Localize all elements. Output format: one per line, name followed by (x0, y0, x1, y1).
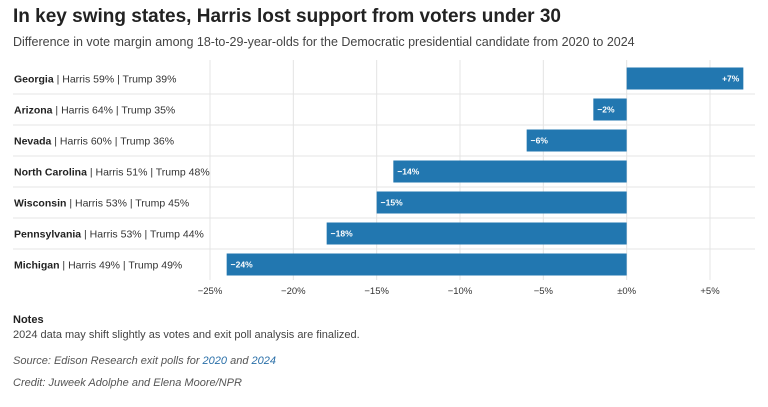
credit-line: Credit: Juweek Adolphe and Elena Moore/N… (13, 377, 242, 389)
x-tick-label: −10% (448, 286, 473, 297)
category-label: Arizona | Harris 64% | Trump 35% (14, 105, 175, 117)
bar-value-label: −18% (331, 229, 353, 239)
category-vote-share: | Harris 51% | Trump 48% (87, 167, 210, 179)
bar-chart: −25% −20% −15% −10% −5% ±0% +5% +7% Georgia | Ha… (13, 60, 755, 297)
bar (526, 129, 627, 152)
category-label: Michigan | Harris 49% | Trump 49% (14, 260, 182, 272)
x-tick-label: −25% (198, 286, 223, 297)
category-vote-share: | Harris 53% | Trump 45% (66, 198, 189, 210)
category-label: North Carolina | Harris 51% | Trump 48% (14, 167, 210, 179)
chart-title: In key swing states, Harris lost support… (13, 6, 561, 27)
category-state-name: Michigan (14, 260, 60, 272)
source-middle: and (227, 355, 252, 367)
category-vote-share: | Harris 64% | Trump 35% (53, 105, 176, 117)
bar (326, 222, 627, 245)
category-state-name: Georgia (14, 74, 54, 86)
category-vote-share: | Harris 53% | Trump 44% (81, 229, 204, 241)
bar-value-label: −15% (381, 198, 403, 208)
source-prefix: Source: Edison Research exit polls for (13, 355, 203, 367)
category-state-name: Nevada (14, 136, 52, 148)
bar (626, 67, 744, 90)
source-link-2024[interactable]: 2024 (251, 355, 276, 367)
notes-text: 2024 data may shift slightly as votes an… (13, 329, 360, 341)
category-state-name: North Carolina (14, 167, 87, 179)
bar (376, 191, 627, 214)
bar (593, 98, 627, 121)
category-label: Pennsylvania | Harris 53% | Trump 44% (14, 229, 204, 241)
category-vote-share: | Harris 49% | Trump 49% (60, 260, 183, 272)
category-vote-share: | Harris 60% | Trump 36% (51, 136, 174, 148)
category-label: Nevada | Harris 60% | Trump 36% (14, 136, 174, 148)
category-label: Georgia | Harris 59% | Trump 39% (14, 74, 176, 86)
category-state-name: Pennsylvania (14, 229, 81, 241)
bar (226, 253, 627, 276)
x-tick-label: −15% (364, 286, 389, 297)
x-tick-label: −5% (534, 286, 554, 297)
source-line: Source: Edison Research exit polls for 2… (13, 355, 276, 367)
category-state-name: Arizona (14, 105, 53, 117)
bar-value-label: −2% (597, 105, 615, 115)
category-state-name: Wisconsin (14, 198, 66, 210)
bar-value-label: −6% (531, 136, 549, 146)
x-tick-label: ±0% (617, 286, 636, 297)
bar-value-label: +7% (722, 74, 740, 84)
bar-value-label: −24% (231, 260, 253, 270)
bar (393, 160, 627, 183)
category-label: Wisconsin | Harris 53% | Trump 45% (14, 198, 189, 210)
chart-subtitle: Difference in vote margin among 18-to-29… (13, 35, 635, 49)
x-tick-label: +5% (700, 286, 720, 297)
bar-value-label: −14% (397, 167, 419, 177)
source-link-2020[interactable]: 2020 (202, 355, 228, 367)
category-vote-share: | Harris 59% | Trump 39% (54, 74, 177, 86)
notes-heading: Notes (13, 314, 44, 326)
x-tick-label: −20% (281, 286, 306, 297)
